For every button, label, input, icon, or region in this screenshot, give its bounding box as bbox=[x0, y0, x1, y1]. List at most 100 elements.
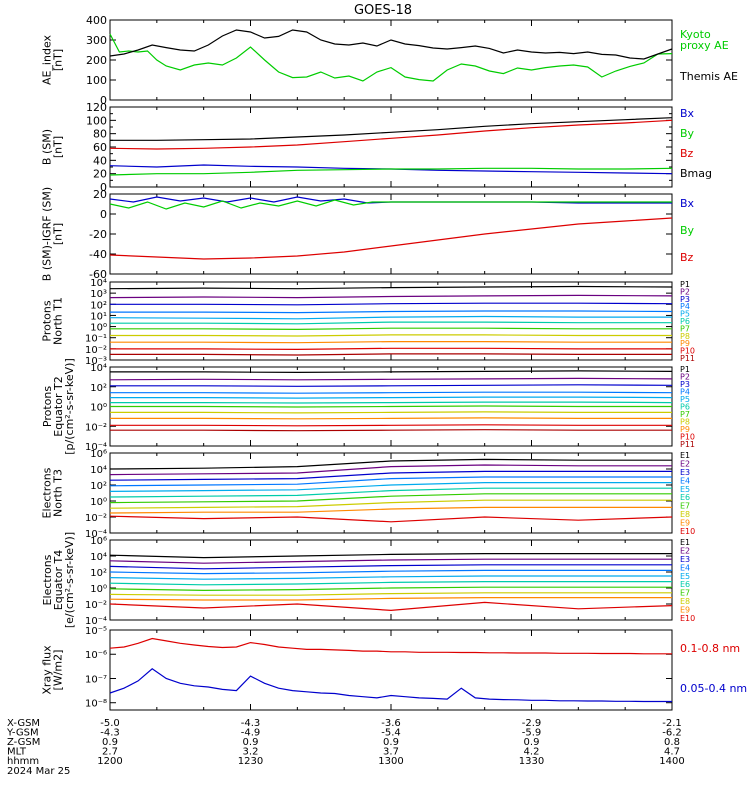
legend-label: P4 bbox=[680, 302, 690, 311]
y-axis-label: Protons bbox=[41, 386, 54, 427]
series-e7 bbox=[109, 586, 672, 592]
y-axis-label: B (SM)-IGRF (SM) bbox=[41, 187, 54, 281]
series-e4 bbox=[109, 569, 672, 575]
series-e2 bbox=[109, 464, 672, 476]
series-e6 bbox=[109, 487, 672, 498]
legend-label: E8 bbox=[680, 510, 690, 519]
time-axis: X-GSM -5.0 -4.3 -3.6 -2.9 -2.1Y-GSM -4.3 -4.9 -5… bbox=[6, 718, 685, 777]
legend-label: P5 bbox=[680, 395, 690, 404]
y-tick-label: 10⁻² bbox=[85, 513, 107, 524]
y-tick-label: 10⁶ bbox=[90, 536, 107, 547]
y-axis-label: AE_index bbox=[41, 34, 54, 85]
series-p10 bbox=[110, 347, 672, 351]
series-e3 bbox=[109, 470, 672, 481]
legend-label: P9 bbox=[680, 425, 690, 434]
y-tick-label: -60 bbox=[89, 268, 107, 281]
series-bz bbox=[109, 119, 673, 150]
y-tick-label: 60 bbox=[93, 141, 107, 154]
series-kyoto-proxy-ae bbox=[109, 33, 673, 82]
time-row-value: -4.3 bbox=[100, 728, 120, 739]
series-p8 bbox=[110, 334, 672, 337]
series-p3 bbox=[110, 384, 673, 387]
time-row-value: 0.9 bbox=[383, 737, 399, 748]
y-axis-label: [nT] bbox=[52, 223, 65, 245]
y-axis-label: Equator T4 bbox=[52, 550, 65, 610]
legend-label: P1 bbox=[680, 280, 690, 289]
series-0-05-0-4-nm bbox=[109, 668, 672, 703]
y-axis-label: Xray flux bbox=[41, 645, 54, 695]
legend-label: Bmag bbox=[680, 167, 712, 180]
series-p1 bbox=[109, 285, 673, 290]
legend-label: E2 bbox=[680, 546, 690, 555]
legend-label: E1 bbox=[680, 538, 690, 547]
series-e4 bbox=[109, 476, 672, 487]
y-tick-label: 10⁻³ bbox=[85, 356, 107, 367]
legend-label: P11 bbox=[680, 354, 695, 363]
y-tick-label: 400 bbox=[86, 14, 107, 27]
panel-frame bbox=[109, 629, 673, 711]
y-axis-label: Electrons bbox=[41, 554, 54, 605]
y-tick-label: 10² bbox=[90, 300, 107, 311]
time-row-value: -5.0 bbox=[100, 718, 120, 729]
panel-frame bbox=[109, 193, 673, 275]
y-tick-label: 10² bbox=[90, 568, 107, 579]
series-e6 bbox=[109, 580, 672, 586]
time-row-value: 2.7 bbox=[102, 747, 118, 758]
legend-label: P9 bbox=[680, 339, 690, 348]
y-tick-label: 300 bbox=[86, 34, 107, 47]
time-row-value: 0.9 bbox=[102, 737, 118, 748]
series-p7 bbox=[110, 327, 672, 331]
y-tick-label: 10⁻⁶ bbox=[85, 650, 107, 661]
time-row-label: Y-GSM bbox=[6, 728, 39, 739]
y-tick-label: 10⁻⁴ bbox=[85, 616, 107, 627]
legend-label: E10 bbox=[680, 527, 695, 536]
time-row-value: 1300 bbox=[378, 756, 403, 767]
y-axis-label: Electrons bbox=[41, 467, 54, 518]
legend-label: Bx bbox=[680, 107, 695, 120]
legend-label: P11 bbox=[680, 440, 695, 449]
plot-title: GOES-18 bbox=[354, 3, 412, 18]
legend-label: P5 bbox=[680, 310, 690, 319]
time-row-label: hhmm bbox=[7, 756, 39, 767]
panel-frame bbox=[109, 106, 673, 188]
legend-label: P2 bbox=[680, 373, 690, 382]
time-row-label: MLT bbox=[7, 747, 27, 758]
y-tick-label: 10⁻² bbox=[85, 600, 107, 611]
legend-label: E4 bbox=[680, 476, 690, 485]
y-tick-label: 10² bbox=[90, 383, 107, 394]
time-row-value: -2.1 bbox=[662, 718, 682, 729]
series-p3 bbox=[110, 302, 673, 306]
legend-label: P6 bbox=[680, 403, 690, 412]
time-row-value: -5.9 bbox=[522, 728, 542, 739]
legend-label: By bbox=[680, 127, 695, 140]
legend-label: E4 bbox=[680, 563, 690, 572]
y-axis-label: [nT] bbox=[52, 136, 65, 158]
time-row-value: 1200 bbox=[97, 756, 122, 767]
series-p5 bbox=[109, 315, 672, 320]
y-tick-label: 10⁻² bbox=[85, 345, 107, 356]
legend-label: P6 bbox=[680, 317, 690, 326]
y-axis-label: [p/(cm²-s-sr-keV)] bbox=[63, 358, 76, 455]
y-tick-label: 10⁰ bbox=[90, 584, 107, 595]
series-p6 bbox=[110, 401, 673, 404]
legend-label: proxy AE bbox=[680, 39, 729, 52]
series-e2 bbox=[109, 558, 672, 564]
series-e9 bbox=[109, 596, 672, 601]
y-axis-label: North T3 bbox=[52, 469, 65, 517]
legend-label: P8 bbox=[680, 332, 690, 341]
y-tick-label: 10² bbox=[90, 481, 107, 492]
series-e8 bbox=[109, 499, 672, 509]
panel-b_igrf: -60 -40 -20 0 20 B (SM)-IGRF (SM)[nT] Bx By Bz bbox=[41, 187, 695, 281]
series-p6 bbox=[110, 321, 672, 325]
series-p4 bbox=[110, 310, 673, 314]
time-row-value: 3.2 bbox=[243, 747, 259, 758]
series-p9 bbox=[110, 341, 672, 344]
legend-label: Bz bbox=[680, 251, 694, 264]
series-0-1-0-8-nm bbox=[109, 637, 672, 655]
y-tick-label: 10³ bbox=[90, 289, 107, 300]
series-p11 bbox=[110, 353, 672, 356]
